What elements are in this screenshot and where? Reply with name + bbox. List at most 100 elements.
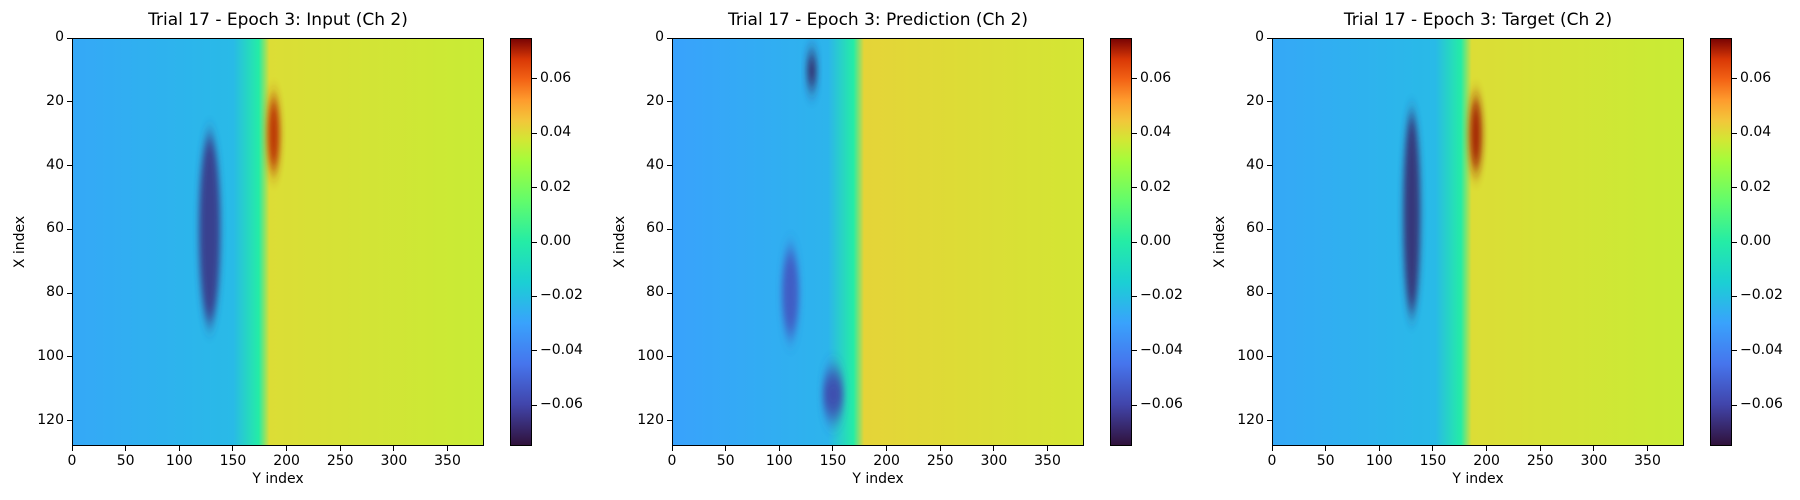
y-tick-mark [667, 292, 672, 294]
x-tick-label: 100 [765, 453, 793, 469]
y-tick-mark [67, 356, 72, 358]
colorbar-tick-label: 0.04 [540, 124, 572, 141]
colorbar-tick-label: −0.04 [540, 341, 583, 358]
heatmap-svg [673, 39, 1083, 445]
y-tick-label: 100 [37, 347, 64, 364]
colorbar-tick-label: 0.00 [1740, 233, 1772, 249]
colorbar-tick-mark [1732, 350, 1737, 352]
y-tick-mark [667, 356, 672, 358]
colorbar-tick-mark [532, 295, 537, 297]
y-tick-mark [1267, 356, 1272, 358]
y-tick-label: 80 [46, 284, 64, 300]
high-anomaly [1469, 96, 1483, 173]
y-tick-label: 20 [46, 92, 64, 109]
chart-title: Trial 17 - Epoch 3: Target (Ch 2) [1343, 10, 1613, 30]
low-anomaly [1403, 111, 1421, 315]
x-tick-mark [832, 446, 834, 451]
x-axis-label: Y index [852, 471, 904, 487]
x-tick-mark [178, 446, 180, 451]
x-tick-mark [286, 446, 288, 451]
x-tick-label: 50 [1316, 453, 1335, 469]
x-tick-mark [725, 446, 727, 451]
x-tick-mark [393, 446, 395, 451]
y-tick-label: 0 [655, 29, 664, 45]
x-tick-label: 300 [980, 453, 1008, 469]
x-tick-label: 100 [165, 453, 193, 469]
low-anomaly [198, 134, 221, 325]
colorbar [510, 38, 532, 446]
y-tick-mark [667, 420, 672, 421]
x-tick-label: 300 [380, 453, 408, 469]
y-tick-label: 0 [1255, 29, 1264, 45]
x-tick-label: 350 [1634, 453, 1661, 469]
x-tick-label: 150 [219, 453, 247, 469]
y-tick-mark [1267, 101, 1272, 103]
heatmap-svg [1273, 39, 1683, 445]
colorbar-tick-mark [532, 404, 537, 406]
x-tick-mark [1325, 446, 1327, 451]
x-tick-mark [939, 446, 941, 451]
colorbar-tick-mark [1132, 295, 1137, 297]
y-tick-label: 120 [1237, 411, 1264, 428]
low-anomaly [781, 248, 799, 338]
x-tick-label: 150 [819, 453, 847, 469]
x-tick-mark [671, 446, 673, 451]
colorbar-tick-mark [1732, 295, 1737, 297]
colorbar-tick-label: 0.02 [540, 178, 572, 195]
x-tick-mark [1047, 446, 1049, 451]
x-tick-mark [1486, 446, 1488, 451]
y-tick-mark [67, 101, 72, 103]
y-tick-label: 120 [37, 411, 64, 428]
colorbar-tick-mark [1132, 187, 1137, 189]
colorbar-tick-label: 0.04 [1140, 124, 1172, 141]
y-tick-label: 60 [46, 220, 64, 237]
field-background [73, 39, 483, 445]
y-tick-mark [1267, 165, 1272, 166]
y-tick-mark [667, 101, 672, 103]
y-tick-label: 40 [46, 156, 64, 173]
y-tick-label: 120 [637, 411, 664, 428]
colorbar-tick-mark [1132, 350, 1137, 352]
x-tick-mark [125, 446, 127, 451]
y-tick-label: 40 [646, 156, 664, 173]
colorbar-tick-mark [1732, 404, 1737, 406]
y-tick-label: 60 [1246, 220, 1264, 237]
x-tick-label: 0 [1267, 453, 1277, 469]
x-tick-label: 150 [1419, 453, 1447, 469]
colorbar-tick-label: −0.06 [540, 396, 583, 413]
colorbar-tick-mark [532, 132, 537, 134]
x-tick-mark [339, 446, 341, 451]
low-anomaly [806, 51, 818, 90]
y-tick-mark [67, 37, 72, 39]
x-tick-mark [1593, 446, 1595, 451]
colorbar-tick-mark [1732, 187, 1737, 189]
y-tick-label: 40 [1246, 156, 1264, 173]
low-anomaly [822, 368, 844, 420]
x-tick-label: 50 [116, 453, 135, 469]
x-tick-label: 250 [326, 453, 354, 469]
x-tick-mark [1647, 446, 1649, 451]
y-tick-mark [67, 228, 72, 230]
y-axis-label: X index [1212, 215, 1228, 269]
colorbar-tick-label: −0.02 [540, 287, 583, 304]
y-axis-label: X index [612, 215, 628, 269]
colorbar-tick-mark [532, 187, 537, 189]
colorbar-tick-label: 0.06 [1140, 69, 1172, 86]
y-tick-label: 60 [646, 220, 664, 237]
x-axis-label: Y index [1452, 471, 1504, 487]
heatmap-svg [73, 39, 483, 445]
field-background [673, 39, 1083, 445]
x-tick-label: 100 [1365, 453, 1393, 469]
colorbar-tick-label: 0.06 [540, 69, 572, 86]
x-tick-mark [447, 446, 449, 451]
x-tick-label: 0 [67, 453, 77, 469]
x-tick-label: 0 [667, 453, 677, 469]
y-tick-label: 80 [1246, 284, 1264, 300]
x-tick-label: 200 [873, 453, 900, 469]
chart-title: Trial 17 - Epoch 3: Input (Ch 2) [148, 10, 408, 30]
x-tick-mark [1539, 446, 1541, 451]
colorbar-tick-label: 0.00 [540, 233, 572, 249]
x-tick-label: 300 [1580, 453, 1608, 469]
y-tick-label: 80 [646, 284, 664, 300]
x-tick-label: 200 [1473, 453, 1500, 469]
